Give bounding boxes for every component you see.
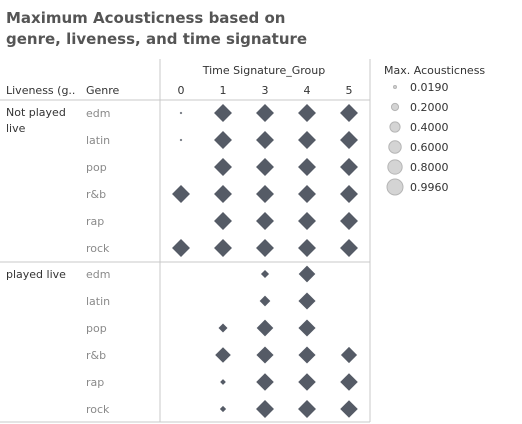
liveness-field-title: Liveness (g.. <box>6 84 75 97</box>
legend-size-circle <box>393 85 397 89</box>
data-point-diamond <box>298 239 316 257</box>
column-field-title: Time Signature_Group <box>202 64 325 77</box>
data-point-diamond <box>256 319 274 337</box>
data-point-diamond <box>179 111 183 115</box>
data-point-diamond <box>214 131 232 149</box>
column-tick-label: 4 <box>304 84 311 97</box>
data-point-diamond <box>298 185 316 203</box>
data-point-diamond <box>256 185 274 203</box>
column-tick-label: 5 <box>346 84 353 97</box>
data-point-diamond <box>340 373 358 391</box>
data-point-diamond <box>214 104 232 122</box>
data-point-diamond <box>172 239 190 257</box>
data-point-diamond <box>214 212 232 230</box>
genre-label: latin <box>86 295 110 308</box>
liveness-label: Not played <box>6 106 66 119</box>
data-point-diamond <box>298 292 316 310</box>
data-point-diamond <box>298 158 316 176</box>
data-point-diamond <box>214 185 232 203</box>
column-tick-label: 1 <box>220 84 227 97</box>
data-point-diamond <box>340 185 358 203</box>
data-point-diamond <box>256 104 274 122</box>
data-point-diamond <box>259 295 271 307</box>
data-point-diamond <box>298 104 316 122</box>
data-point-diamond <box>298 400 316 418</box>
genre-field-title: Genre <box>86 84 120 97</box>
data-point-diamond <box>340 131 358 149</box>
data-point-diamond <box>340 400 358 418</box>
data-point-diamond <box>340 346 358 364</box>
data-point-diamond <box>298 373 316 391</box>
genre-label: rap <box>86 376 104 389</box>
column-tick-label: 3 <box>262 84 269 97</box>
data-point-diamond <box>256 131 274 149</box>
data-point-diamond <box>179 138 183 142</box>
legend-size-circle <box>388 140 402 154</box>
data-point-diamond <box>219 405 227 413</box>
data-point-diamond <box>256 400 274 418</box>
legend-entry-label: 0.2000 <box>410 101 449 114</box>
data-point-diamond <box>298 212 316 230</box>
data-point-diamond <box>298 319 316 337</box>
data-point-diamond <box>260 269 270 279</box>
genre-label: rock <box>86 403 110 416</box>
legend-entry-label: 0.8000 <box>410 161 449 174</box>
genre-label: pop <box>86 322 107 335</box>
data-point-diamond <box>298 131 316 149</box>
data-point-diamond <box>340 239 358 257</box>
data-point-diamond <box>256 158 274 176</box>
legend-entry-label: 0.4000 <box>410 121 449 134</box>
data-point-diamond <box>340 212 358 230</box>
legend-entry-label: 0.9960 <box>410 181 449 194</box>
liveness-label: played live <box>6 268 66 281</box>
chart-title: Maximum Acousticness based on genre, liv… <box>6 9 308 48</box>
legend-size-circle <box>389 121 401 133</box>
data-point-diamond <box>215 347 231 363</box>
liveness-label: live <box>6 122 26 135</box>
data-point-diamond <box>256 346 274 364</box>
data-point-diamond <box>214 158 232 176</box>
genre-label: edm <box>86 268 110 281</box>
genre-label: r&b <box>86 188 106 201</box>
data-point-diamond <box>218 323 228 333</box>
data-point-diamond <box>220 379 226 385</box>
legend-title: Max. Acousticness <box>384 64 485 77</box>
data-point-diamond <box>256 373 274 391</box>
data-point-diamond <box>340 158 358 176</box>
genre-label: rock <box>86 242 110 255</box>
genre-label: rap <box>86 215 104 228</box>
genre-label: latin <box>86 134 110 147</box>
genre-label: edm <box>86 107 110 120</box>
data-point-diamond <box>214 239 232 257</box>
data-point-diamond <box>256 212 274 230</box>
legend-entry-label: 0.0190 <box>410 81 449 94</box>
legend-size-circle <box>386 178 404 196</box>
data-point-diamond <box>172 185 190 203</box>
genre-label: r&b <box>86 349 106 362</box>
genre-label: pop <box>86 161 107 174</box>
data-point-diamond <box>256 239 274 257</box>
data-point-diamond <box>340 104 358 122</box>
data-point-diamond <box>298 265 316 283</box>
legend-size-circle <box>387 159 403 175</box>
legend-entry-label: 0.6000 <box>410 141 449 154</box>
legend-size-circle <box>390 102 400 112</box>
data-point-diamond <box>298 346 316 364</box>
column-tick-label: 0 <box>178 84 185 97</box>
